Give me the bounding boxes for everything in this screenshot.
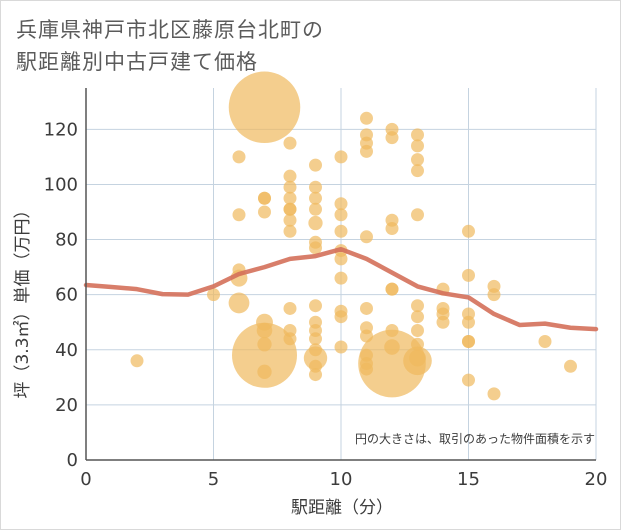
data-bubble: [385, 222, 399, 236]
data-bubble: [334, 340, 348, 354]
y-tick-label: 100: [44, 174, 78, 195]
data-bubble: [411, 323, 424, 337]
data-bubble: [334, 150, 348, 164]
data-bubble: [360, 230, 373, 244]
x-axis-label: 駅距離（分）: [291, 498, 393, 518]
bubbles: [130, 71, 577, 401]
data-bubble: [411, 164, 424, 178]
data-bubble: [283, 169, 297, 183]
data-bubble: [309, 191, 322, 205]
data-bubble: [309, 202, 322, 216]
data-bubble: [360, 144, 373, 158]
data-bubble: [283, 202, 297, 216]
data-bubble: [385, 282, 399, 296]
y-axis-label: 坪（3.3㎡）単価（万円）: [13, 201, 33, 398]
data-bubble: [309, 180, 322, 194]
data-bubble: [462, 373, 475, 387]
data-bubble: [258, 191, 271, 205]
data-bubble: [385, 131, 399, 145]
data-bubble: [232, 150, 246, 164]
size-note: 円の大きさは、取引のあった物件面積を示す: [355, 431, 595, 446]
data-bubble: [228, 71, 301, 144]
y-tick-label: 120: [44, 119, 78, 140]
trend: [83, 246, 599, 332]
data-bubble: [487, 288, 501, 302]
data-bubble: [283, 136, 297, 150]
data-bubble: [487, 387, 501, 401]
x-tick-label: 15: [457, 469, 480, 490]
x-tick-label: 0: [80, 469, 91, 490]
y-tick-label: 80: [55, 230, 78, 251]
data-bubble: [309, 299, 322, 313]
data-bubble: [334, 271, 348, 285]
data-bubble: [309, 368, 322, 382]
data-bubble: [358, 329, 426, 398]
y-tick-label: 20: [55, 395, 78, 416]
data-bubble: [334, 208, 348, 222]
data-bubble: [283, 191, 297, 205]
data-bubble: [232, 322, 297, 388]
data-bubble: [360, 301, 373, 315]
data-bubble: [283, 180, 297, 194]
data-bubble: [334, 252, 348, 266]
x-tick-label: 20: [585, 469, 608, 490]
data-bubble: [283, 332, 297, 346]
data-bubble: [283, 224, 297, 238]
data-bubble: [309, 158, 322, 172]
chart-title-line1: 兵庫県神戸市北区藤原台北町の: [16, 18, 324, 42]
data-bubble: [411, 208, 424, 222]
x-tick-label: 5: [208, 469, 219, 490]
data-bubble: [411, 153, 424, 167]
data-bubble: [309, 241, 322, 255]
data-bubble: [228, 292, 250, 314]
data-bubble: [360, 111, 373, 125]
data-bubble: [308, 215, 323, 231]
data-bubble: [334, 197, 348, 211]
data-bubble: [283, 213, 297, 227]
data-bubble: [462, 335, 475, 349]
data-bubble: [462, 315, 475, 329]
data-bubble: [258, 205, 271, 219]
data-bubble: [207, 288, 220, 302]
data-bubble: [334, 310, 348, 324]
y-tick-label: 40: [55, 340, 78, 361]
data-bubble: [538, 335, 552, 349]
data-bubble: [309, 332, 322, 346]
data-bubble: [462, 224, 475, 238]
data-bubble: [411, 128, 424, 142]
trend-line: [83, 246, 599, 332]
data-bubble: [232, 208, 246, 222]
data-bubble: [403, 346, 432, 376]
data-bubble: [334, 224, 348, 238]
x-tick-label: 10: [330, 469, 353, 490]
y-tick-label: 0: [67, 450, 78, 471]
data-bubble: [411, 139, 424, 153]
data-bubble: [564, 359, 577, 373]
data-bubble: [411, 310, 424, 324]
axes: [85, 88, 596, 461]
data-bubble: [130, 354, 144, 368]
chart-title: 兵庫県神戸市北区藤原台北町の 駅距離別中古戸建て価格: [16, 14, 324, 78]
tick-labels: 0 20 40 60 80 100 120 0 5 10 15 20: [44, 119, 608, 490]
data-bubble: [436, 315, 450, 329]
data-bubble: [283, 301, 297, 315]
data-bubble: [411, 299, 424, 313]
data-bubble: [462, 268, 475, 282]
chart-title-line2: 駅距離別中古戸建て価格: [16, 50, 258, 74]
y-tick-label: 60: [55, 285, 78, 306]
data-bubble: [257, 364, 272, 379]
